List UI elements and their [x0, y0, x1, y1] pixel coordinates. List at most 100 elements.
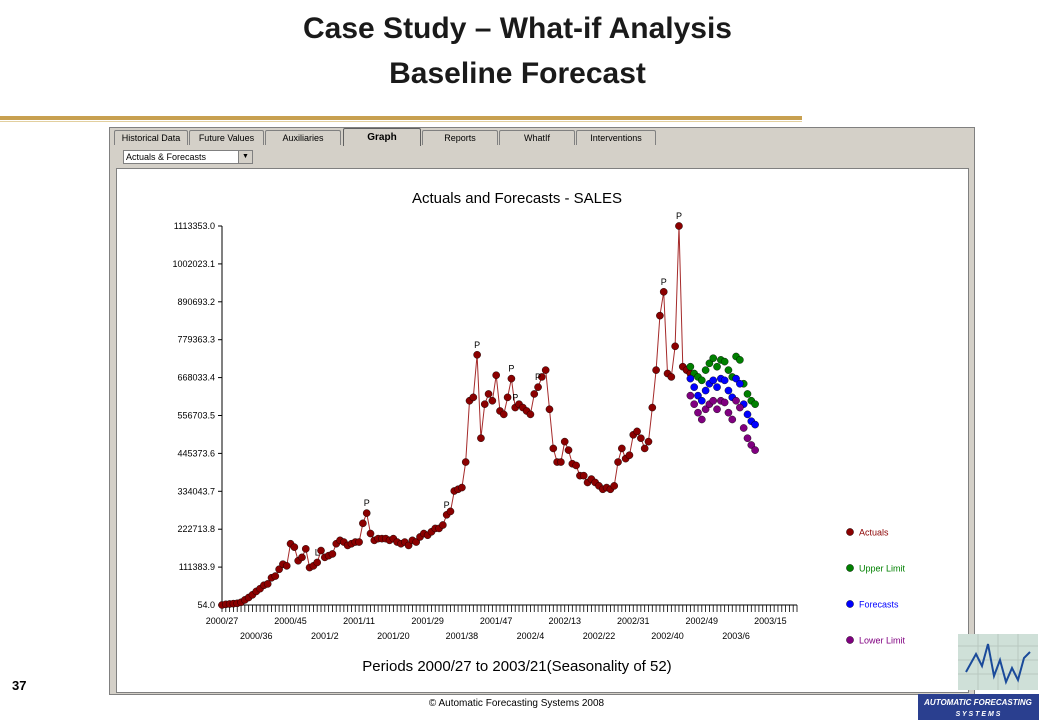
point-forecasts	[698, 396, 706, 405]
point-actuals	[446, 507, 455, 516]
point-actuals	[640, 444, 649, 453]
legend-marker	[846, 636, 854, 644]
y-tick-label: 890693.2	[177, 297, 215, 307]
point-actuals	[473, 351, 481, 359]
x-tick-label: 2002/4	[517, 631, 545, 641]
point-lower-limit	[739, 424, 748, 432]
point-forecasts	[743, 410, 752, 419]
point-actuals	[549, 444, 558, 453]
point-upper-limit	[751, 400, 759, 408]
point-actuals	[461, 458, 470, 466]
point-lower-limit	[694, 408, 702, 417]
x-tick-label: 2002/13	[548, 616, 581, 626]
afs-logo: AUTOMATIC FORECASTING S Y S T E M S	[918, 632, 1039, 720]
outlier-label: P	[535, 372, 541, 382]
y-tick-label: 54.0	[197, 600, 215, 610]
x-tick-label: 2000/45	[274, 616, 307, 626]
point-actuals	[644, 437, 653, 446]
point-actuals	[355, 538, 363, 546]
legend-label: Upper Limit	[859, 564, 906, 574]
point-actuals	[290, 543, 299, 551]
point-actuals	[263, 580, 272, 588]
point-upper-limit	[701, 366, 710, 374]
point-actuals	[313, 558, 321, 567]
point-actuals	[541, 366, 550, 374]
point-actuals	[480, 400, 489, 408]
point-lower-limit	[720, 398, 729, 407]
tab-reports[interactable]: Reports	[422, 130, 498, 145]
point-lower-limit	[736, 403, 744, 412]
point-forecasts	[736, 379, 744, 388]
point-upper-limit	[705, 359, 714, 368]
chart-axes: 1113353.0 1002023.1 890693.2 779363.3 668033…	[172, 221, 798, 641]
point-lower-limit	[743, 434, 752, 443]
point-actuals	[564, 446, 573, 454]
point-forecasts	[694, 391, 702, 400]
point-actuals	[362, 509, 371, 517]
point-actuals	[534, 383, 542, 391]
point-actuals	[282, 562, 291, 570]
x-tick-label: 2001/47	[480, 616, 513, 626]
point-upper-limit	[724, 366, 733, 374]
point-actuals	[328, 550, 337, 558]
y-tick-label: 111383.9	[179, 562, 215, 572]
point-upper-limit	[743, 390, 752, 398]
tab-strip: Historical Data Future Values Auxiliarie…	[110, 128, 974, 146]
x-tick-label: 2001/20	[377, 631, 410, 641]
outlier-label: P	[676, 211, 682, 221]
legend-label: Forecasts	[859, 600, 899, 610]
point-actuals	[633, 427, 641, 436]
copyright-footer: © Automatic Forecasting Systems 2008	[428, 698, 605, 709]
point-upper-limit	[736, 356, 744, 364]
outlier-label: P	[661, 277, 667, 287]
point-forecasts	[720, 376, 729, 385]
point-lower-limit	[724, 408, 733, 417]
point-actuals	[614, 458, 622, 466]
point-forecasts	[732, 374, 740, 383]
point-forecasts	[709, 376, 718, 385]
legend-label: Actuals	[859, 528, 889, 538]
chevron-down-icon[interactable]: ▼	[238, 151, 252, 163]
point-actuals	[458, 483, 466, 492]
x-tick-label: 2001/38	[446, 631, 479, 641]
y-tick-label: 556703.5	[177, 411, 215, 421]
tab-whatif[interactable]: WhatIf	[499, 130, 575, 145]
point-actuals	[652, 366, 660, 374]
page-number: 37	[12, 678, 27, 693]
tab-interventions[interactable]: Interventions	[576, 130, 656, 145]
point-actuals	[545, 405, 554, 414]
point-lower-limit	[713, 405, 721, 414]
point-actuals	[610, 482, 619, 490]
outlier-label: L	[315, 547, 320, 557]
x-tick-label: 2003/6	[722, 631, 750, 641]
outlier-label: P	[512, 393, 518, 403]
y-tick-label: 779363.3	[177, 335, 215, 345]
point-lower-limit	[690, 400, 698, 408]
point-forecasts	[713, 383, 721, 391]
tab-historical-data[interactable]: Historical Data	[114, 130, 188, 145]
point-forecasts	[701, 386, 710, 395]
tab-auxiliaries[interactable]: Auxiliaries	[265, 130, 341, 145]
sales-chart: Actuals and Forecasts - SALES 1113353.01…	[172, 190, 906, 675]
point-actuals	[648, 403, 657, 412]
view-select[interactable]: Actuals & Forecasts ▼	[123, 150, 253, 164]
point-upper-limit	[698, 376, 706, 385]
point-actuals	[557, 458, 565, 466]
x-tick-label: 2002/22	[583, 631, 616, 641]
tab-graph[interactable]: Graph	[343, 128, 421, 146]
point-actuals	[579, 471, 588, 480]
view-select-value: Actuals & Forecasts	[126, 152, 207, 162]
point-actuals	[503, 393, 512, 402]
tab-future-values[interactable]: Future Values	[189, 130, 264, 145]
point-lower-limit	[698, 415, 706, 424]
point-actuals	[637, 434, 645, 443]
point-forecasts	[724, 386, 733, 395]
outlier-label: P	[474, 340, 480, 350]
title-rule-shadow	[0, 121, 802, 122]
x-tick-label: 2000/36	[240, 631, 273, 641]
point-actuals	[366, 529, 375, 538]
point-actuals	[507, 374, 516, 383]
point-actuals	[301, 545, 310, 553]
point-actuals	[412, 538, 421, 546]
point-upper-limit	[713, 362, 721, 371]
